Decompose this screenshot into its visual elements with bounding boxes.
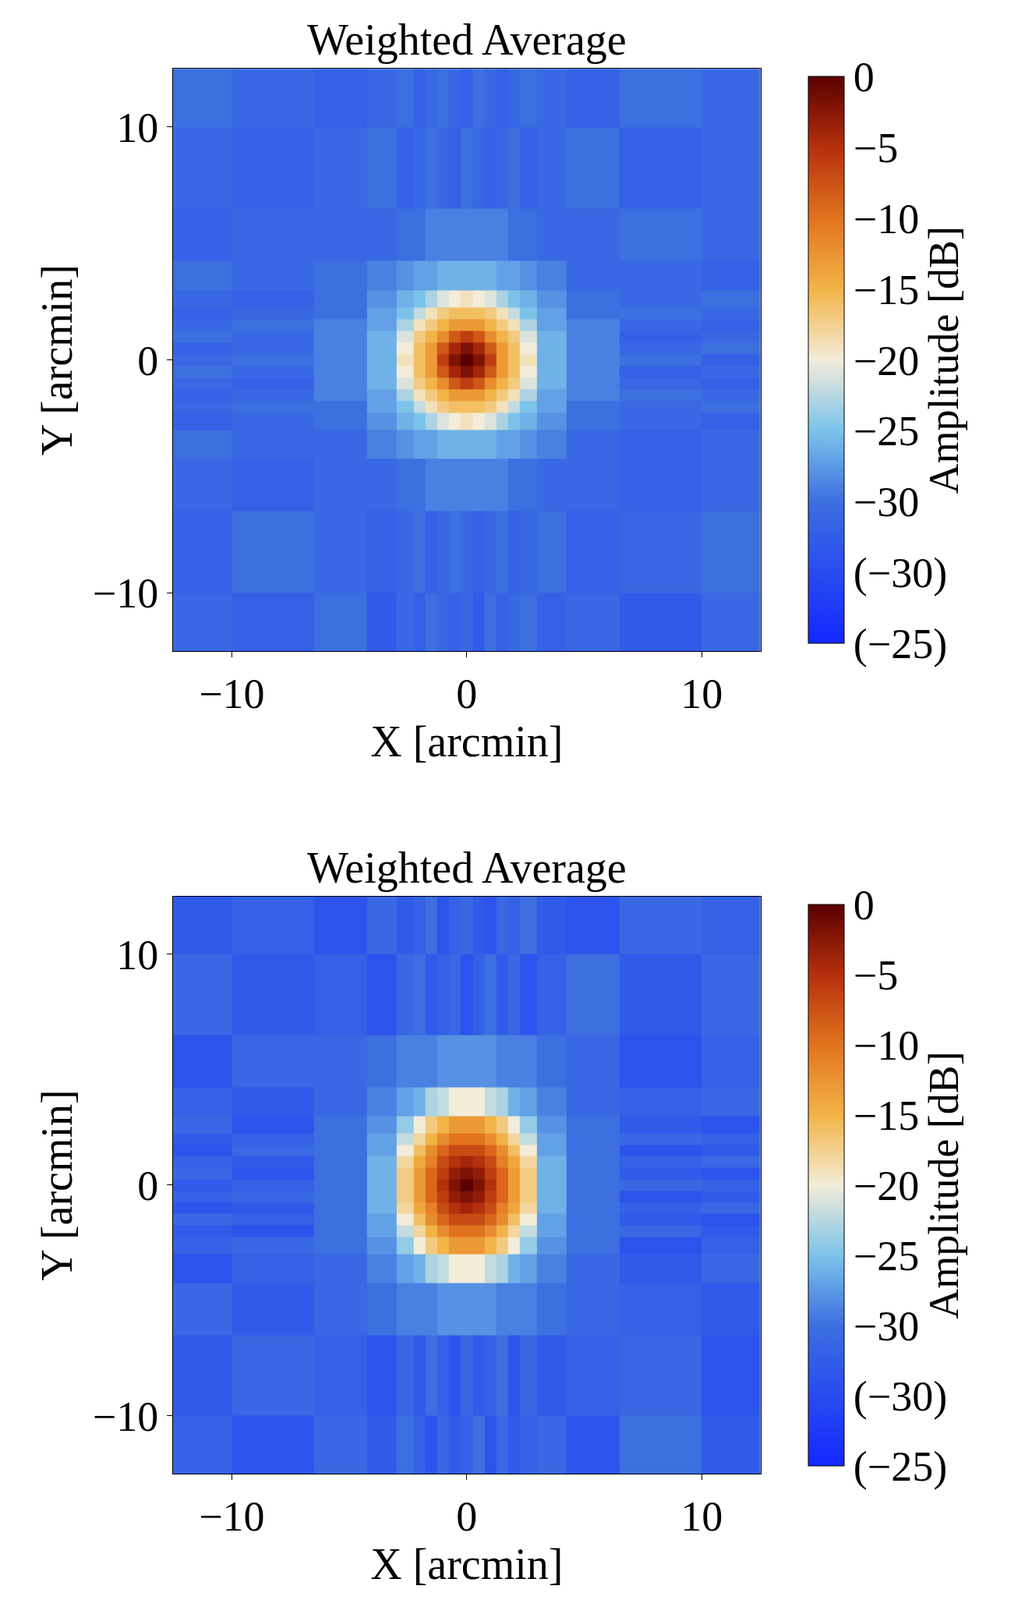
- svg-text:(−30): (−30): [853, 1372, 948, 1420]
- svg-text:(−25): (−25): [853, 1442, 948, 1490]
- svg-text:X [arcmin]: X [arcmin]: [370, 717, 563, 766]
- svg-text:Weighted Average: Weighted Average: [307, 843, 627, 892]
- svg-text:−10: −10: [853, 195, 920, 243]
- svg-text:0: 0: [853, 53, 875, 101]
- svg-text:−15: −15: [853, 266, 920, 314]
- svg-text:−5: −5: [853, 951, 898, 999]
- svg-text:−15: −15: [853, 1092, 920, 1139]
- svg-text:0: 0: [137, 1162, 159, 1209]
- svg-text:−10: −10: [198, 1492, 265, 1540]
- svg-text:−10: −10: [92, 569, 159, 617]
- svg-text:10: 10: [680, 1492, 723, 1540]
- svg-text:−20: −20: [853, 1162, 920, 1209]
- svg-text:(−30): (−30): [853, 549, 948, 597]
- svg-text:0: 0: [455, 1492, 478, 1540]
- svg-text:10: 10: [116, 104, 159, 152]
- svg-text:−30: −30: [853, 1302, 920, 1350]
- svg-text:Amplitude [dB]: Amplitude [dB]: [920, 226, 968, 494]
- svg-text:−30: −30: [853, 478, 920, 526]
- svg-text:Y [arcmin]: Y [arcmin]: [32, 1088, 82, 1280]
- svg-text:X [arcmin]: X [arcmin]: [370, 1539, 563, 1588]
- svg-text:−25: −25: [853, 1232, 920, 1280]
- svg-text:0: 0: [455, 670, 478, 718]
- svg-text:10: 10: [680, 670, 723, 718]
- svg-text:(−25): (−25): [853, 620, 948, 668]
- svg-text:Weighted Average: Weighted Average: [307, 15, 627, 64]
- svg-text:−20: −20: [853, 337, 920, 385]
- svg-text:0: 0: [137, 337, 159, 385]
- svg-text:0: 0: [853, 881, 875, 929]
- svg-text:Y [arcmin]: Y [arcmin]: [32, 264, 82, 456]
- svg-text:−10: −10: [853, 1021, 920, 1069]
- svg-text:−10: −10: [92, 1392, 159, 1440]
- svg-text:10: 10: [116, 931, 159, 979]
- svg-text:−10: −10: [198, 670, 265, 718]
- svg-text:Amplitude [dB]: Amplitude [dB]: [920, 1050, 968, 1319]
- svg-text:−5: −5: [853, 124, 898, 172]
- svg-text:−25: −25: [853, 407, 920, 455]
